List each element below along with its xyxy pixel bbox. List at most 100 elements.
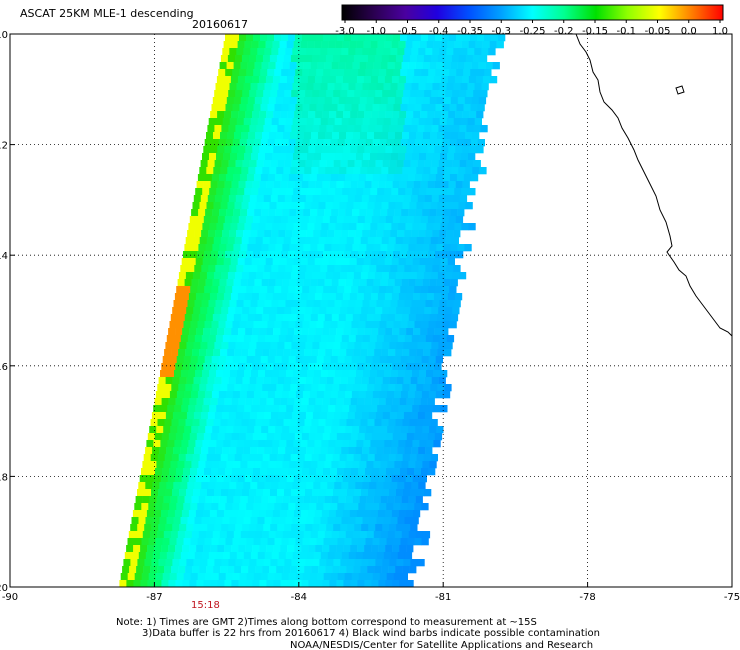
swath-cell	[392, 181, 400, 189]
swath-cell	[349, 475, 357, 483]
swath-cell	[291, 412, 300, 420]
swath-cell	[294, 363, 302, 371]
swath-cell	[381, 132, 389, 140]
swath-cell	[321, 41, 329, 49]
swath-cell	[199, 237, 207, 245]
swath-cell	[296, 209, 304, 217]
swath-cell	[220, 454, 228, 462]
swath-cell	[331, 244, 339, 252]
swath-cell	[180, 265, 188, 273]
swath-cell	[261, 97, 270, 105]
swath-cell	[298, 524, 306, 532]
swath-cell	[260, 139, 268, 147]
swath-cell	[345, 209, 353, 217]
swath-cell	[189, 363, 197, 371]
swath-cell	[446, 118, 454, 126]
swath-cell	[365, 34, 373, 42]
swath-cell	[461, 153, 469, 161]
swath-cell	[208, 447, 216, 455]
swath-cell	[351, 251, 359, 259]
swath-cell	[263, 524, 271, 532]
swath-cell	[295, 391, 304, 399]
swath-cell	[222, 300, 230, 308]
swath-cell	[259, 580, 267, 588]
swath-cell	[316, 174, 325, 182]
swath-cell	[239, 139, 247, 147]
swath-cell	[199, 202, 207, 210]
swath-cell	[442, 286, 450, 294]
swath-cell	[280, 398, 288, 406]
swath-cell	[430, 167, 438, 175]
swath-cell	[300, 258, 308, 266]
swath-cell	[435, 321, 443, 329]
lat-tick-label: -16	[0, 362, 8, 373]
swath-cell	[326, 195, 335, 203]
swath-cell	[239, 468, 247, 476]
swath-cell	[222, 48, 230, 56]
lat-tick-label: -12	[0, 141, 8, 152]
swath-cell	[377, 41, 385, 49]
swath-cell	[307, 405, 315, 413]
swath-cell	[127, 538, 135, 546]
swath-cell	[250, 447, 258, 455]
swath-cell	[216, 510, 225, 518]
swath-cell	[232, 251, 240, 259]
swath-cell	[199, 419, 207, 427]
swath-cell	[440, 293, 449, 301]
swath-cell	[412, 153, 420, 161]
swath-cell	[255, 55, 264, 63]
swath-cell	[403, 307, 411, 315]
swath-cell	[397, 517, 405, 525]
swath-cell	[240, 461, 248, 469]
swath-cell	[332, 419, 340, 427]
swath-cell	[178, 272, 187, 280]
swath-cell	[196, 433, 205, 441]
swath-cell	[273, 545, 281, 553]
swath-cell	[377, 370, 385, 378]
swath-cell	[145, 447, 153, 455]
swath-cell	[303, 496, 311, 504]
swath-cell	[339, 349, 347, 357]
swath-cell	[226, 62, 234, 70]
swath-cell	[284, 559, 292, 567]
swath-cell	[328, 475, 336, 483]
swath-cell	[257, 517, 265, 525]
swath-cell	[255, 419, 263, 427]
swath-cell	[224, 181, 232, 189]
swath-cell	[329, 216, 338, 224]
swath-cell	[161, 545, 169, 553]
swath-cell	[296, 314, 305, 322]
swath-cell	[320, 265, 328, 273]
swath-cell	[264, 118, 272, 126]
swath-cell	[420, 433, 429, 441]
swath-cell	[314, 293, 323, 301]
swath-cell	[183, 538, 191, 546]
swath-cell	[283, 384, 291, 392]
swath-cell	[406, 398, 414, 406]
swath-cell	[252, 580, 260, 588]
swath-cell	[361, 524, 369, 532]
swath-cell	[179, 412, 188, 420]
swath-cell	[356, 293, 365, 301]
swath-cell	[391, 153, 399, 161]
swath-cell	[263, 342, 271, 350]
swath-cell	[174, 440, 182, 448]
swath-cell	[324, 314, 333, 322]
swath-cell	[214, 342, 222, 350]
swath-cell	[458, 132, 466, 140]
swath-cell	[211, 104, 219, 112]
swath-cell	[394, 314, 403, 322]
swath-cell	[364, 433, 373, 441]
swath-cell	[252, 181, 260, 189]
swath-cell	[409, 384, 417, 392]
swath-cell	[127, 573, 135, 581]
swath-cell	[281, 174, 290, 182]
swath-cell	[393, 321, 401, 329]
swath-cell	[213, 272, 222, 280]
swath-cell	[403, 377, 411, 385]
swath-cell	[237, 475, 245, 483]
swath-cell	[280, 146, 288, 154]
swath-cell	[347, 377, 355, 385]
swath-cell	[278, 300, 286, 308]
swath-cell	[281, 251, 289, 259]
